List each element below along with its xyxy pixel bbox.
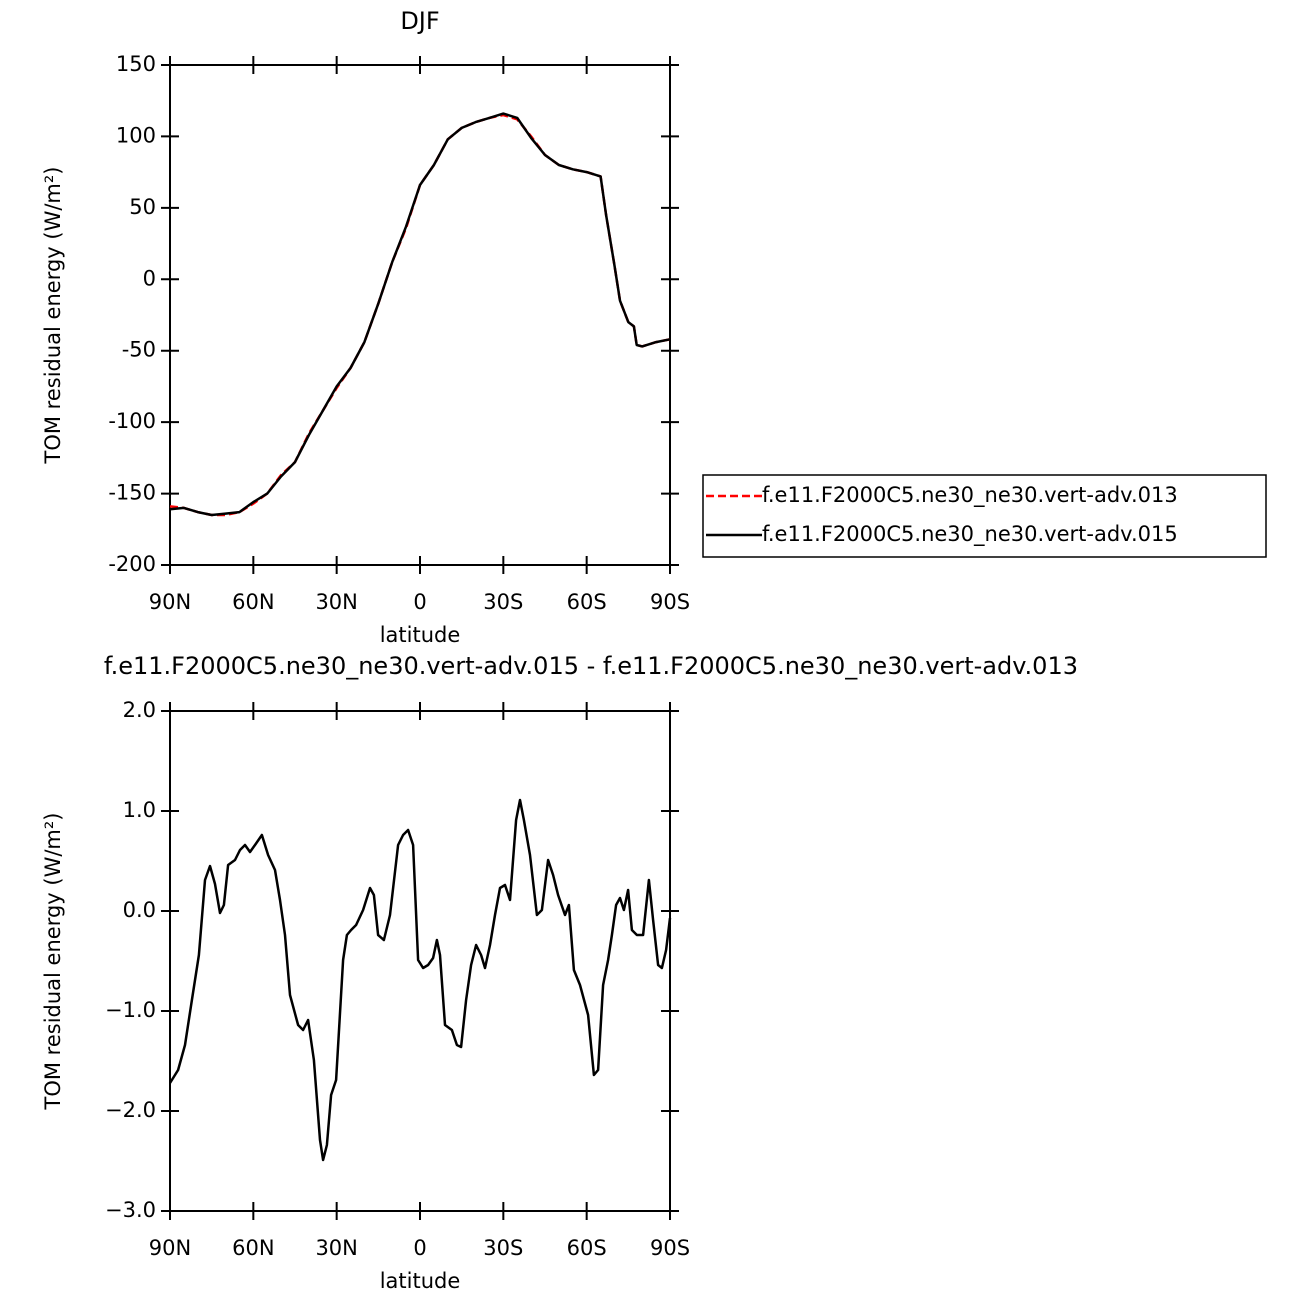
x-tick-label: 0 xyxy=(413,1236,426,1260)
y-axis-label: TOM residual energy (W/m²) xyxy=(41,167,65,465)
x-tick-label: 90N xyxy=(149,1236,191,1260)
y-tick-label: 50 xyxy=(129,195,156,219)
legend-box xyxy=(702,474,1267,558)
y-tick-label: -50 xyxy=(122,338,156,362)
data-line xyxy=(169,112,671,517)
y-tick-label: −1.0 xyxy=(105,998,156,1022)
x-tick-label: 90N xyxy=(149,590,191,614)
x-tick-label: 90S xyxy=(650,1236,690,1260)
y-tick-label: -150 xyxy=(108,481,156,505)
x-tick-label: 60S xyxy=(567,590,607,614)
x-axis-label: latitude xyxy=(380,1269,461,1293)
data-line xyxy=(168,798,672,1162)
y-tick-label: -100 xyxy=(108,409,156,433)
plot-frame xyxy=(169,64,671,566)
y-axis-label: TOM residual energy (W/m²) xyxy=(41,813,65,1111)
y-tick-label: 1.0 xyxy=(123,798,156,822)
y-tick-label: 0 xyxy=(143,266,156,290)
x-tick-label: 60N xyxy=(232,590,274,614)
y-tick-label: 0.0 xyxy=(123,898,156,922)
chart-title: f.e11.F2000C5.ne30_ne30.vert-adv.015 - f… xyxy=(104,652,1078,680)
y-tick-label: −3.0 xyxy=(105,1198,156,1222)
legend-label: f.e11.F2000C5.ne30_ne30.vert-adv.015 xyxy=(762,522,1178,547)
x-tick-label: 30N xyxy=(315,590,357,614)
x-tick-label: 90S xyxy=(650,590,690,614)
legend-label: f.e11.F2000C5.ne30_ne30.vert-adv.013 xyxy=(762,483,1178,508)
chart-title: DJF xyxy=(400,7,439,35)
y-tick-label: 2.0 xyxy=(123,698,156,722)
x-tick-label: 30N xyxy=(315,1236,357,1260)
x-axis-label: latitude xyxy=(380,623,461,647)
x-tick-label: 0 xyxy=(413,590,426,614)
x-tick-label: 60N xyxy=(232,1236,274,1260)
y-tick-label: −2.0 xyxy=(105,1098,156,1122)
y-tick-label: 150 xyxy=(116,52,156,76)
x-tick-label: 60S xyxy=(567,1236,607,1260)
x-tick-label: 30S xyxy=(483,1236,523,1260)
x-tick-label: 30S xyxy=(483,590,523,614)
y-tick-label: 100 xyxy=(116,123,156,147)
y-tick-label: -200 xyxy=(108,552,156,576)
